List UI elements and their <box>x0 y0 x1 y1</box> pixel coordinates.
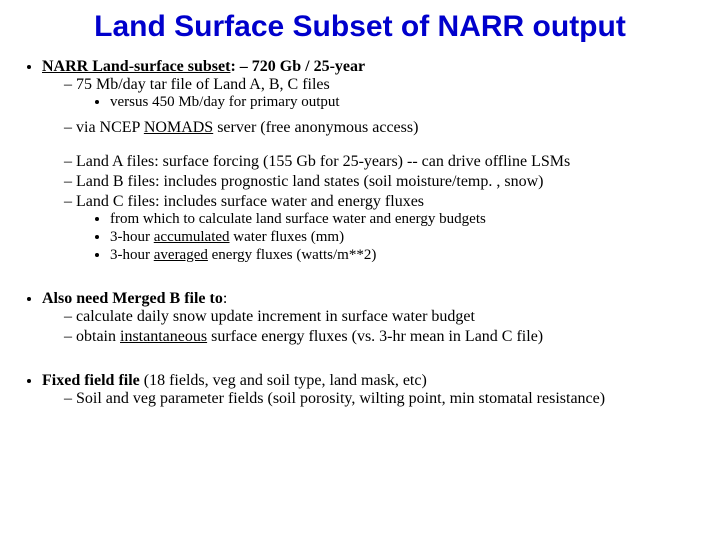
b1-s2: via NCEP NOMADS server (free anonymous a… <box>64 119 692 137</box>
b2-s2u: instantaneous <box>120 328 207 345</box>
b1-s5a: from which to calculate land surface wat… <box>110 211 692 228</box>
b1-s5c-a: 3-hour <box>110 247 154 263</box>
b1-lead-rest: : – 720 Gb / 25-year <box>230 58 365 75</box>
b1-s4: Land B files: includes prognostic land s… <box>64 173 692 191</box>
b1-s1a: versus 450 Mb/day for primary output <box>110 94 692 111</box>
b3-sublist: Soil and veg parameter fields (soil poro… <box>64 390 692 408</box>
bullet-2: Also need Merged B file to: calculate da… <box>42 290 692 346</box>
b1-s5c-u: averaged <box>154 247 208 263</box>
b2-s2: obtain instantaneous surface energy flux… <box>64 328 692 346</box>
b2-s2a: obtain <box>76 328 120 345</box>
b1-s5c-b: energy fluxes (watts/m**2) <box>208 247 376 263</box>
b1-s5c: 3-hour averaged energy fluxes (watts/m**… <box>110 247 692 264</box>
b1-sublist: 75 Mb/day tar file of Land A, B, C files… <box>64 76 692 111</box>
bullet-1: NARR Land-surface subset: – 720 Gb / 25-… <box>42 58 692 264</box>
b2-s1: calculate daily snow update increment in… <box>64 308 692 326</box>
bullet-list-level1-3: Fixed field file (18 fields, veg and soi… <box>42 372 692 408</box>
b1-sublist3: Land A files: surface forcing (155 Gb fo… <box>64 153 692 264</box>
b1-s1-text: 75 Mb/day tar file of Land A, B, C files <box>76 76 330 93</box>
b1-s1-sublist: versus 450 Mb/day for primary output <box>110 94 692 111</box>
b1-sublist2: via NCEP NOMADS server (free anonymous a… <box>64 119 692 137</box>
b1-s2a: via NCEP <box>76 119 144 136</box>
b1-s5b: 3-hour accumulated water fluxes (mm) <box>110 229 692 246</box>
b1-s1: 75 Mb/day tar file of Land A, B, C files… <box>64 76 692 111</box>
bullet-list-level1: NARR Land-surface subset: – 720 Gb / 25-… <box>42 58 692 264</box>
b2-sublist: calculate daily snow update increment in… <box>64 308 692 346</box>
b3-rest: (18 fields, veg and soil type, land mask… <box>140 372 427 389</box>
b1-s5b-a: 3-hour <box>110 229 154 245</box>
b1-s5: Land C files: includes surface water and… <box>64 193 692 264</box>
b2-colon: : <box>223 290 227 307</box>
bullet-3: Fixed field file (18 fields, veg and soi… <box>42 372 692 408</box>
b1-s2b: server (free anonymous access) <box>213 119 418 136</box>
bullet-list-level1-2: Also need Merged B file to: calculate da… <box>42 290 692 346</box>
b1-lead-underline: NARR Land-surface subset <box>42 58 230 75</box>
b2-s2b: surface energy fluxes (vs. 3-hr mean in … <box>207 328 543 345</box>
b1-s5b-b: water fluxes (mm) <box>230 229 345 245</box>
b3-s1: Soil and veg parameter fields (soil poro… <box>64 390 692 408</box>
b1-s5-sublist: from which to calculate land surface wat… <box>110 211 692 264</box>
b1-s3: Land A files: surface forcing (155 Gb fo… <box>64 153 692 171</box>
b3-lead: Fixed field file <box>42 372 140 389</box>
b2-lead: Also need Merged B file to <box>42 290 223 307</box>
b1-s2u: NOMADS <box>144 119 213 136</box>
b1-s5b-u: accumulated <box>154 229 230 245</box>
slide-title: Land Surface Subset of NARR output <box>28 10 692 44</box>
b1-s5-text: Land C files: includes surface water and… <box>76 193 424 210</box>
